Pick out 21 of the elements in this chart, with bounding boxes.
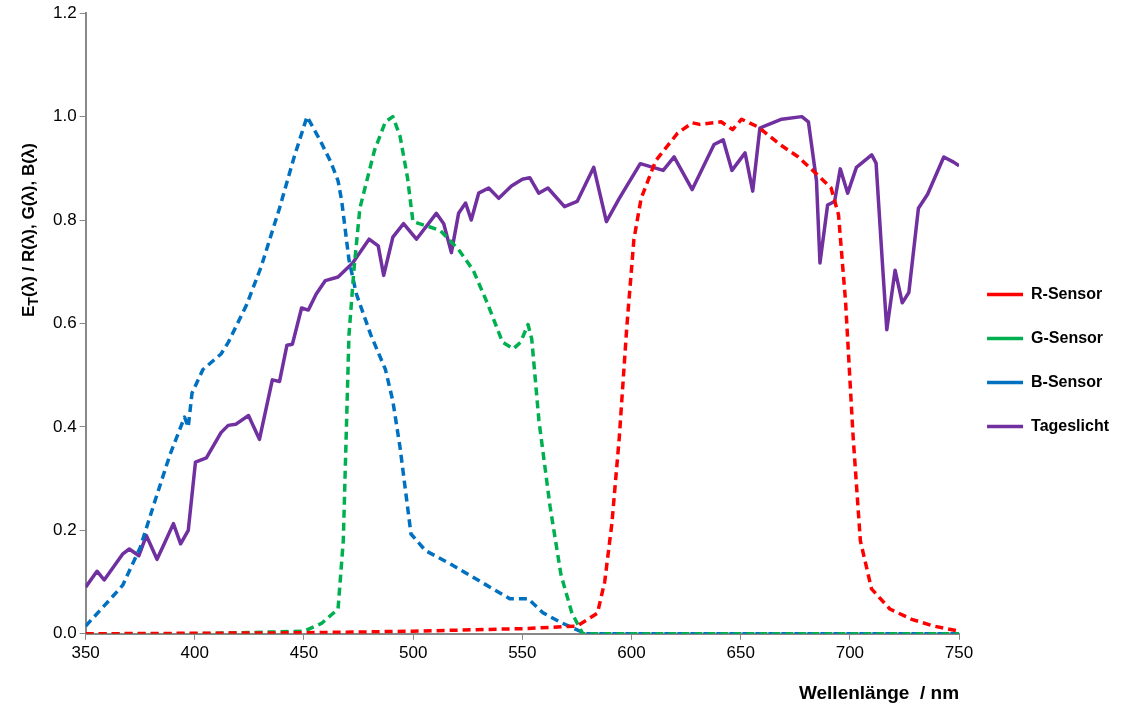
x-tick-label: 400 <box>180 642 209 662</box>
y-tick-label: 0.6 <box>52 313 77 333</box>
x-tick-label: 350 <box>71 642 100 662</box>
y-tick-label: 0.2 <box>52 520 77 540</box>
y-tick-label: 0.8 <box>52 209 77 229</box>
y-tick-label: 0.0 <box>52 623 77 643</box>
legend-label: Tageslicht <box>1031 416 1110 434</box>
y-tick-label: 0.4 <box>52 416 77 436</box>
legend-label: B-Sensor <box>1031 372 1103 390</box>
x-tick-label: 750 <box>944 642 974 662</box>
x-tick-label: 700 <box>835 642 865 662</box>
y-tick-label: 1.2 <box>52 2 77 22</box>
legend-label: G-Sensor <box>1031 328 1104 346</box>
x-tick-label: 450 <box>289 642 319 662</box>
x-tick-label: 600 <box>617 642 646 662</box>
x-tick-label: 650 <box>726 642 755 662</box>
legend-label: R-Sensor <box>1031 284 1103 302</box>
x-tick-label: 500 <box>398 642 428 662</box>
x-tick-label: 550 <box>508 642 537 662</box>
y-tick-label: 1.0 <box>52 106 77 126</box>
x-axis-title: Wellenlänge / nm <box>798 681 960 703</box>
